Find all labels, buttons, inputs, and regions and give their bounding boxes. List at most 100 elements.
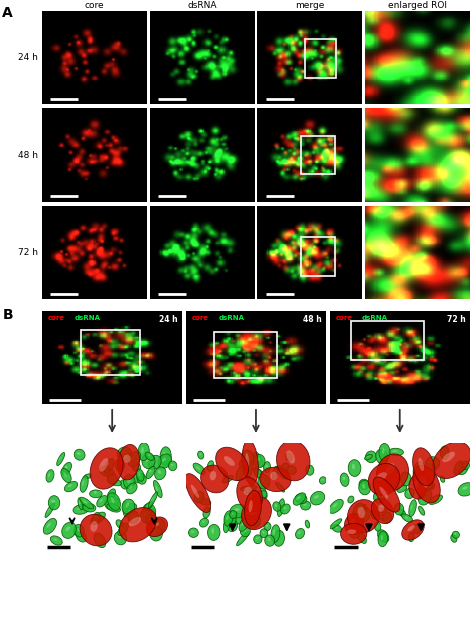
Ellipse shape — [277, 465, 289, 479]
Ellipse shape — [377, 530, 389, 542]
Ellipse shape — [207, 460, 214, 471]
Ellipse shape — [51, 499, 55, 503]
Ellipse shape — [134, 465, 137, 467]
Ellipse shape — [145, 507, 155, 521]
Ellipse shape — [330, 519, 342, 529]
Ellipse shape — [119, 508, 156, 542]
Ellipse shape — [415, 526, 418, 529]
Ellipse shape — [202, 520, 204, 523]
Ellipse shape — [236, 465, 245, 481]
Ellipse shape — [273, 470, 275, 474]
Ellipse shape — [157, 523, 160, 528]
Ellipse shape — [154, 481, 162, 498]
Y-axis label: 48 h: 48 h — [18, 150, 37, 160]
Ellipse shape — [62, 522, 76, 538]
Ellipse shape — [247, 460, 253, 479]
Ellipse shape — [110, 477, 113, 479]
Ellipse shape — [239, 460, 249, 471]
Ellipse shape — [77, 507, 83, 509]
Ellipse shape — [245, 455, 248, 461]
Ellipse shape — [329, 499, 343, 513]
Ellipse shape — [194, 491, 204, 503]
Ellipse shape — [75, 530, 78, 532]
Ellipse shape — [369, 454, 372, 457]
Ellipse shape — [147, 518, 150, 521]
Ellipse shape — [189, 528, 198, 537]
Ellipse shape — [284, 464, 286, 467]
Ellipse shape — [80, 515, 112, 546]
Ellipse shape — [372, 508, 379, 519]
Ellipse shape — [168, 461, 177, 470]
Ellipse shape — [225, 477, 229, 480]
Y-axis label: 24 h: 24 h — [18, 53, 37, 62]
Ellipse shape — [132, 462, 141, 472]
Ellipse shape — [282, 463, 289, 470]
Ellipse shape — [399, 487, 403, 489]
Ellipse shape — [428, 482, 435, 489]
Ellipse shape — [86, 476, 89, 477]
Ellipse shape — [378, 504, 384, 512]
Title: merge: merge — [295, 1, 325, 10]
Ellipse shape — [94, 516, 100, 520]
Ellipse shape — [97, 496, 108, 507]
Ellipse shape — [242, 520, 245, 525]
Ellipse shape — [287, 455, 290, 457]
Text: 72 h: 72 h — [447, 315, 465, 324]
Ellipse shape — [236, 516, 239, 519]
Ellipse shape — [242, 497, 272, 530]
Ellipse shape — [262, 489, 264, 494]
Ellipse shape — [129, 486, 133, 489]
Ellipse shape — [126, 503, 129, 508]
Ellipse shape — [271, 525, 280, 542]
Ellipse shape — [270, 472, 277, 480]
Ellipse shape — [234, 508, 239, 511]
Ellipse shape — [148, 511, 151, 515]
Ellipse shape — [254, 467, 264, 476]
Ellipse shape — [127, 457, 131, 459]
Ellipse shape — [276, 534, 279, 540]
Ellipse shape — [440, 446, 449, 459]
Ellipse shape — [389, 448, 403, 455]
Ellipse shape — [376, 449, 388, 464]
Ellipse shape — [293, 493, 306, 505]
Ellipse shape — [286, 453, 292, 461]
Ellipse shape — [140, 509, 152, 523]
Ellipse shape — [256, 537, 259, 540]
Ellipse shape — [410, 504, 412, 510]
Ellipse shape — [122, 482, 125, 485]
Ellipse shape — [107, 504, 120, 512]
Ellipse shape — [458, 482, 474, 496]
Ellipse shape — [254, 535, 262, 543]
Ellipse shape — [368, 464, 400, 496]
Ellipse shape — [128, 511, 139, 523]
Ellipse shape — [314, 495, 319, 499]
Title: dsRNA: dsRNA — [187, 1, 217, 10]
Ellipse shape — [128, 452, 141, 467]
Ellipse shape — [198, 498, 211, 505]
Ellipse shape — [408, 491, 410, 494]
Ellipse shape — [252, 491, 267, 503]
Ellipse shape — [452, 537, 454, 539]
Ellipse shape — [105, 496, 119, 510]
Ellipse shape — [138, 472, 140, 476]
Ellipse shape — [276, 441, 310, 481]
Ellipse shape — [150, 496, 154, 502]
Ellipse shape — [262, 478, 264, 483]
Ellipse shape — [65, 465, 67, 469]
Ellipse shape — [275, 504, 277, 507]
Ellipse shape — [61, 469, 71, 482]
Ellipse shape — [401, 472, 411, 486]
Ellipse shape — [374, 511, 375, 515]
Ellipse shape — [345, 513, 364, 535]
Ellipse shape — [79, 501, 80, 505]
Ellipse shape — [239, 516, 250, 532]
Ellipse shape — [379, 443, 390, 461]
Ellipse shape — [152, 522, 159, 528]
Bar — [351, 321, 424, 360]
Ellipse shape — [380, 487, 388, 499]
Ellipse shape — [359, 481, 371, 495]
Ellipse shape — [432, 498, 437, 500]
Ellipse shape — [132, 473, 144, 483]
Ellipse shape — [150, 526, 162, 541]
Text: 24 h: 24 h — [159, 315, 178, 324]
